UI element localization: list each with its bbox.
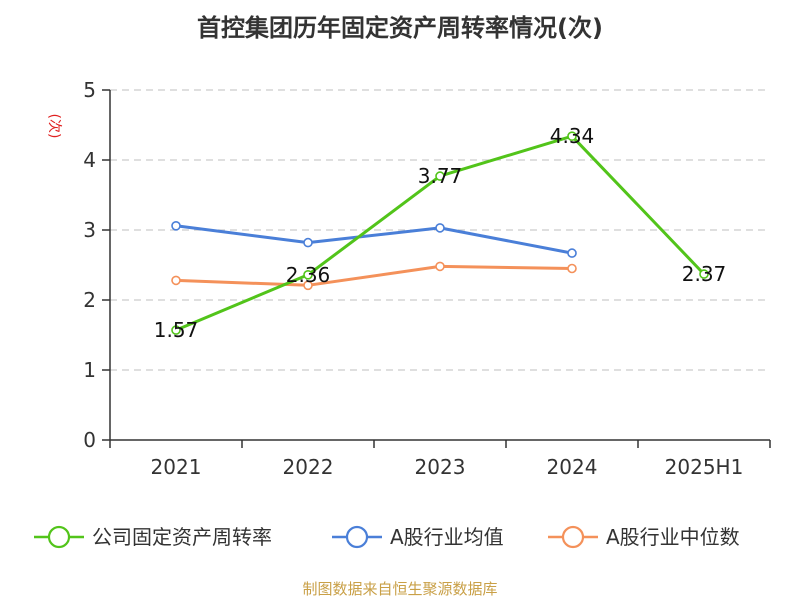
y-tick-label-1: 1 xyxy=(83,358,96,382)
legend-label-2: A股行业均值 xyxy=(390,525,504,549)
legend-marker-1 xyxy=(47,525,71,549)
x-tick-label-2022: 2022 xyxy=(283,455,334,479)
y-tick-label-5: 5 xyxy=(83,78,96,102)
x-tick-label-2025H1: 2025H1 xyxy=(665,455,744,479)
point-1-2025H1 xyxy=(699,269,709,279)
series-line-2 xyxy=(175,224,573,255)
x-tick-label-2023: 2023 xyxy=(415,455,466,479)
series-2 xyxy=(171,221,577,258)
y-tick-label-3: 3 xyxy=(83,218,96,242)
legend-item-2: A股行业均值 xyxy=(332,525,504,549)
legend-label-3: A股行业中位数 xyxy=(606,525,740,549)
chart-title: 首控集团历年固定资产周转率情况(次) xyxy=(197,14,603,42)
point-1-2021 xyxy=(171,325,181,335)
legend-item-1: 公司固定资产周转率 xyxy=(34,525,272,549)
point-3-2023 xyxy=(435,261,445,272)
point-2-2024 xyxy=(567,248,577,258)
series-line-3 xyxy=(175,264,573,287)
point-1-2023 xyxy=(435,171,445,181)
legend-item-3: A股行业中位数 xyxy=(548,525,740,549)
legend-marker-3 xyxy=(561,525,585,549)
y-tick-label-0: 0 xyxy=(83,428,96,452)
source-note: 制图数据来自恒生聚源数据库 xyxy=(302,580,497,598)
point-1-2024 xyxy=(567,131,577,141)
x-tick-label-2021: 2021 xyxy=(151,455,202,479)
y-tick-label-4: 4 xyxy=(83,148,96,172)
legend-label-1: 公司固定资产周转率 xyxy=(92,525,272,549)
point-3-2022 xyxy=(303,280,313,291)
data-label-2024: 4.34 xyxy=(550,124,595,148)
y-tick-label-2: 2 xyxy=(83,288,96,312)
point-2-2022 xyxy=(303,237,313,248)
legend: 公司固定资产周转率 A股行业均值 A股行业中位数 xyxy=(34,525,740,549)
axes: 0 1 2 3 4 5 2021 2022 2023 2024 2025H1 xyxy=(83,78,771,479)
point-1-2022 xyxy=(303,269,313,280)
data-label-2021: 1.57 xyxy=(154,318,199,342)
point-2-2021 xyxy=(171,221,181,231)
series-1 xyxy=(171,131,709,335)
legend-marker-2 xyxy=(345,525,369,549)
point-3-2021 xyxy=(171,275,181,286)
y-axis-label: (次) xyxy=(46,114,62,139)
data-label-2023: 3.77 xyxy=(418,164,463,188)
series xyxy=(171,131,709,335)
point-2-2023 xyxy=(435,223,445,233)
data-label-2025H1: 2.37 xyxy=(682,262,727,286)
data-labels: 1.57 2.36 3.77 4.34 2.37 xyxy=(154,124,727,342)
data-label-2022: 2.36 xyxy=(286,263,331,287)
series-3 xyxy=(171,261,577,291)
point-3-2024 xyxy=(567,263,577,274)
x-tick-label-2024: 2024 xyxy=(547,455,598,479)
